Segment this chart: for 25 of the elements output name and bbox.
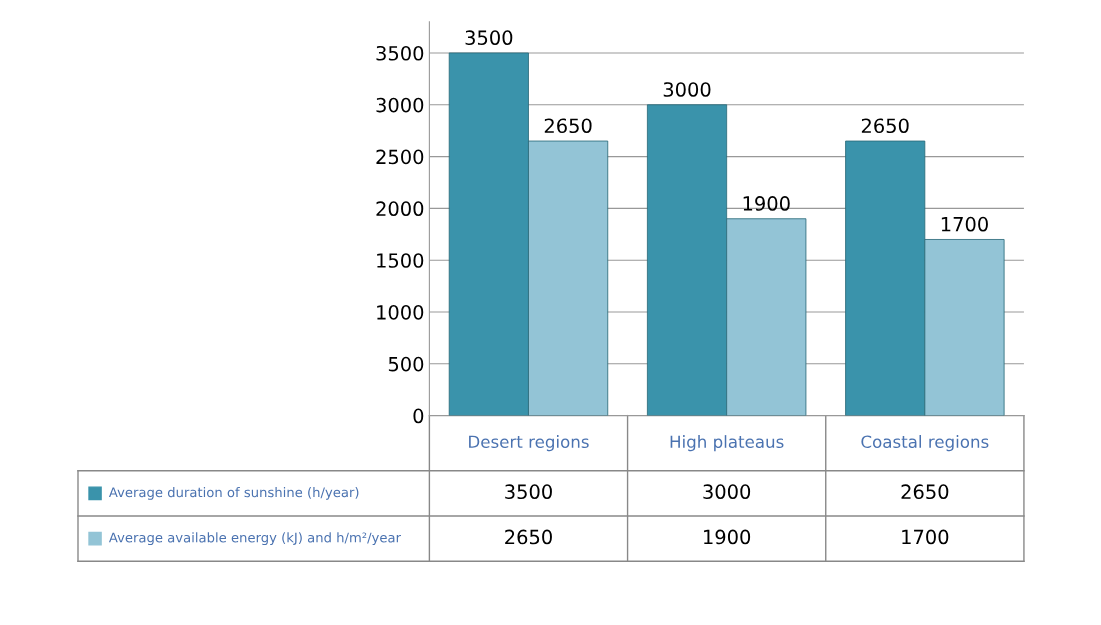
x-tick-label: Desert regions bbox=[469, 435, 589, 452]
y-tick-label: 3500 bbox=[376, 45, 424, 61]
x-tick-label: High plateaus bbox=[670, 435, 784, 452]
text: 2650 bbox=[505, 529, 552, 545]
data-label: 1700 bbox=[941, 216, 988, 232]
data-label: 2650 bbox=[544, 118, 592, 134]
y-tick-label: 1500 bbox=[377, 253, 424, 268]
data-label: 2650 bbox=[861, 118, 909, 134]
y-tick-label: 2000 bbox=[376, 201, 424, 217]
x-tick-label: Coastal regions bbox=[861, 435, 989, 452]
y-tick-label: 2500 bbox=[376, 149, 424, 165]
y-tick-label: 0 bbox=[413, 408, 424, 424]
legend-label: Average duration of sunshine (h/year) bbox=[108, 487, 359, 500]
text: 3000 bbox=[703, 484, 751, 500]
y-tick-label: 1000 bbox=[377, 304, 424, 320]
text: 1900 bbox=[704, 529, 751, 545]
text: 3500 bbox=[505, 484, 552, 500]
data-label: 3500 bbox=[465, 30, 513, 46]
y-tick-label: 3000 bbox=[376, 97, 424, 113]
data-label: 1900 bbox=[743, 196, 790, 211]
y-tick-label: 500 bbox=[388, 356, 424, 372]
legend-label: Average available energy (kJ) and h/m²/year bbox=[108, 532, 401, 546]
text: 1700 bbox=[902, 529, 949, 545]
text: 2650 bbox=[901, 484, 949, 500]
data-label: 3000 bbox=[663, 82, 711, 97]
